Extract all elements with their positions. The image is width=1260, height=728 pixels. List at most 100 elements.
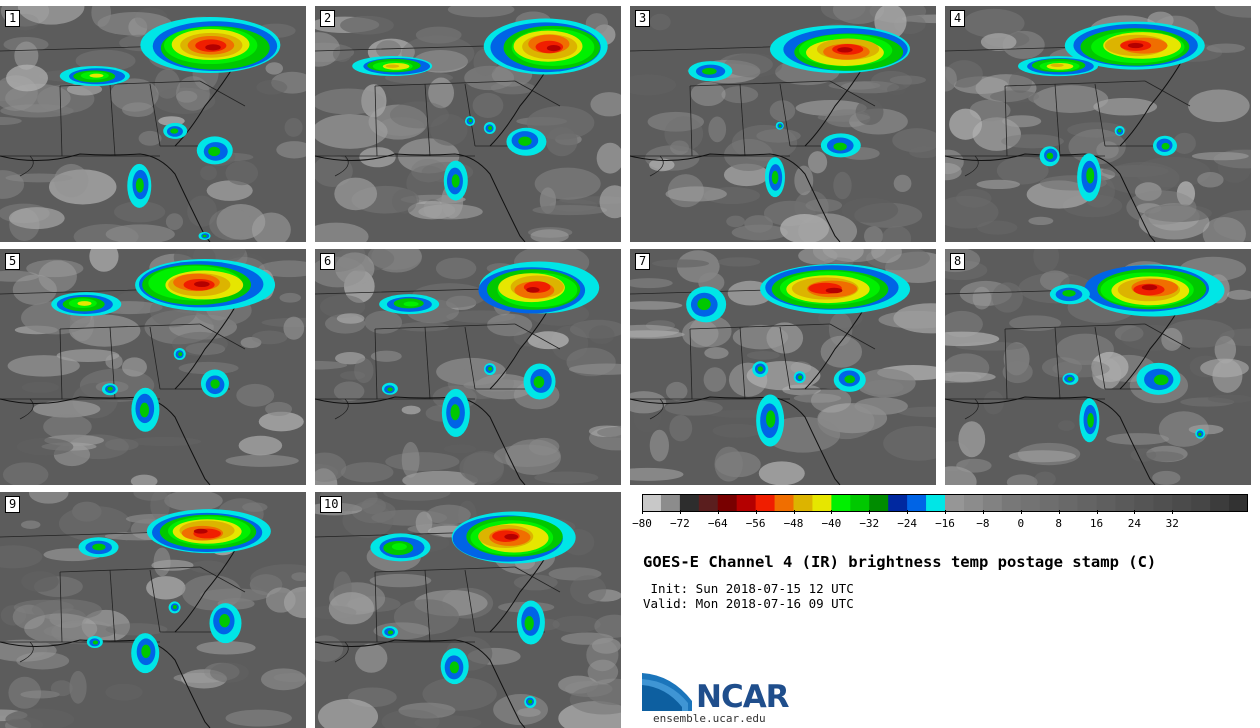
colorbar-tick-mark bbox=[982, 510, 984, 514]
colorbar-tick-label: −40 bbox=[821, 517, 842, 530]
colorbar-swatch bbox=[982, 494, 1003, 512]
ir-satellite-map bbox=[630, 249, 936, 485]
colorbar-tick-mark bbox=[793, 510, 795, 514]
colorbar-swatch bbox=[888, 494, 908, 512]
colorbar-swatch bbox=[1096, 494, 1116, 512]
ensemble-member-panel-7: 7 bbox=[630, 249, 936, 485]
colorbar-swatch bbox=[945, 494, 965, 512]
colorbar-swatch bbox=[963, 494, 984, 512]
panel-label: 8 bbox=[950, 253, 966, 270]
ensemble-member-panel-6: 6 bbox=[315, 249, 621, 485]
colorbar bbox=[642, 494, 1248, 512]
panel-label: 5 bbox=[5, 253, 21, 270]
logo-text: NCAR bbox=[696, 679, 790, 715]
colorbar-swatch bbox=[1172, 494, 1192, 512]
colorbar-tick-label: 0 bbox=[1017, 517, 1025, 530]
colorbar-tick-label: −80 bbox=[632, 517, 652, 530]
panel-label: 6 bbox=[320, 253, 336, 270]
colorbar-swatch bbox=[926, 494, 946, 512]
colorbar-swatch bbox=[1153, 494, 1173, 512]
colorbar-tick-mark bbox=[907, 510, 909, 514]
colorbar-swatch bbox=[869, 494, 889, 512]
ensemble-member-panel-3: 3 bbox=[630, 6, 936, 242]
colorbar-tick-label: 32 bbox=[1165, 517, 1179, 530]
colorbar-tick-mark bbox=[755, 510, 757, 514]
colorbar-swatch bbox=[1039, 494, 1060, 512]
panel-label: 3 bbox=[635, 10, 651, 27]
ir-satellite-map bbox=[315, 492, 621, 728]
colorbar-tick-label: 8 bbox=[1055, 517, 1062, 530]
colorbar-tick-label: −32 bbox=[859, 517, 880, 530]
colorbar-swatch bbox=[831, 494, 851, 512]
panel-label: 9 bbox=[5, 496, 21, 513]
ensemble-member-panel-9: 9 bbox=[0, 492, 306, 728]
ir-satellite-map bbox=[0, 492, 306, 728]
ensemble-member-panel-1: 1 bbox=[0, 6, 306, 242]
colorbar-swatch bbox=[1134, 494, 1154, 512]
colorbar-tick-label: −24 bbox=[897, 517, 918, 530]
colorbar-swatch bbox=[812, 494, 832, 512]
colorbar-swatch bbox=[1229, 494, 1248, 512]
colorbar-swatch bbox=[755, 494, 776, 512]
colorbar-swatch bbox=[907, 494, 927, 512]
ir-satellite-map bbox=[630, 6, 936, 242]
colorbar-swatch bbox=[642, 494, 662, 512]
colorbar-swatch bbox=[679, 494, 700, 512]
colorbar-tick-mark bbox=[1172, 510, 1174, 514]
panel-label: 2 bbox=[320, 10, 336, 27]
colorbar-swatch bbox=[698, 494, 719, 512]
logo-url: ensemble.ucar.edu bbox=[653, 712, 766, 725]
colorbar-swatch bbox=[1020, 494, 1041, 512]
colorbar-tick-label: −48 bbox=[783, 517, 804, 530]
ensemble-member-panel-10: 10 bbox=[315, 492, 621, 728]
colorbar-swatch bbox=[660, 494, 681, 512]
ir-satellite-map bbox=[945, 6, 1251, 242]
ensemble-member-panel-2: 2 bbox=[315, 6, 621, 242]
panel-label: 4 bbox=[950, 10, 966, 27]
panel-label: 10 bbox=[320, 496, 343, 513]
colorbar-swatch bbox=[1077, 494, 1097, 512]
plot-title: GOES-E Channel 4 (IR) brightness temp po… bbox=[643, 553, 1157, 571]
colorbar-tick-mark bbox=[1020, 510, 1022, 514]
colorbar-tick-label: −56 bbox=[745, 517, 766, 530]
ensemble-member-panel-5: 5 bbox=[0, 249, 306, 485]
colorbar-swatch bbox=[1001, 494, 1022, 512]
ensemble-member-panel-8: 8 bbox=[945, 249, 1251, 485]
colorbar-tick-mark bbox=[679, 510, 681, 514]
colorbar-tick-label: 24 bbox=[1127, 517, 1141, 530]
colorbar-ticks: −80 −72 −64 −56 −48 −40 −32 −24 −16 −8 0 8 16 24 32 bbox=[632, 510, 1248, 534]
colorbar-tick-label: 16 bbox=[1089, 517, 1104, 530]
ir-satellite-map bbox=[0, 6, 306, 242]
colorbar-swatch bbox=[1191, 494, 1211, 512]
init-time: Init: Sun 2018-07-15 12 UTC bbox=[643, 581, 854, 596]
colorbar-swatch bbox=[1210, 494, 1230, 512]
valid-time: Valid: Mon 2018-07-16 09 UTC bbox=[643, 596, 854, 611]
colorbar-tick-label: −16 bbox=[935, 517, 955, 530]
colorbar-tick-mark bbox=[869, 510, 871, 514]
ir-satellite-map bbox=[0, 249, 306, 485]
ir-satellite-map bbox=[945, 249, 1251, 485]
colorbar-swatch bbox=[736, 494, 757, 512]
colorbar-swatch bbox=[1115, 494, 1135, 512]
panel-label: 7 bbox=[635, 253, 651, 270]
colorbar-swatch bbox=[717, 494, 738, 512]
ncar-swoosh-icon bbox=[642, 673, 692, 711]
colorbar-swatch bbox=[850, 494, 870, 512]
colorbar-tick-mark bbox=[1134, 510, 1136, 514]
panel-label: 1 bbox=[5, 10, 21, 27]
colorbar-tick-label: −72 bbox=[669, 517, 690, 530]
colorbar-tick-mark bbox=[717, 510, 719, 514]
ir-satellite-map bbox=[315, 249, 621, 485]
ensemble-member-panel-4: 4 bbox=[945, 6, 1251, 242]
colorbar-tick-label: −8 bbox=[976, 517, 990, 530]
colorbar-tick-label: −64 bbox=[707, 517, 728, 530]
colorbar-swatch bbox=[1058, 494, 1079, 512]
colorbar-tick-mark bbox=[945, 510, 946, 514]
colorbar-tick-mark bbox=[642, 510, 643, 514]
colorbar-swatch bbox=[774, 494, 794, 512]
colorbar-tick-mark bbox=[1058, 510, 1060, 514]
ir-satellite-map bbox=[315, 6, 621, 242]
colorbar-tick-mark bbox=[1096, 510, 1098, 514]
colorbar-swatch bbox=[793, 494, 813, 512]
colorbar-tick-mark bbox=[831, 510, 833, 514]
